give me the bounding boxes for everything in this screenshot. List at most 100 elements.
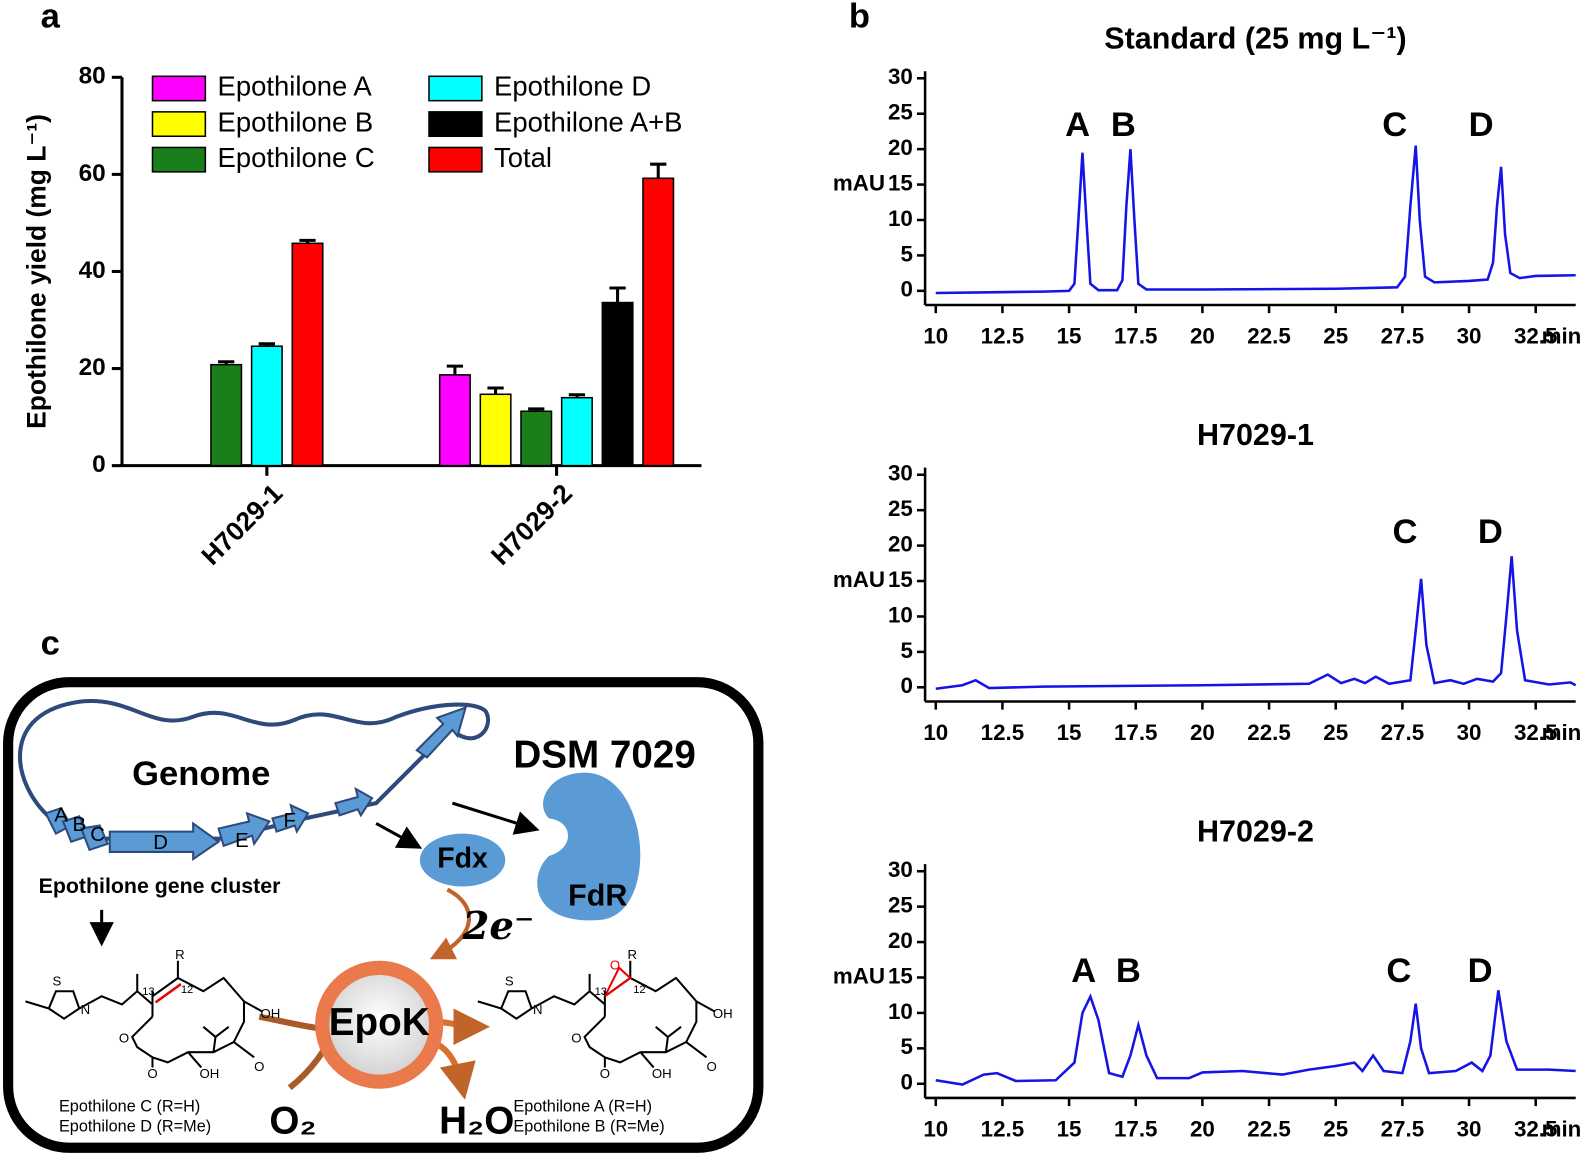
x-tick-label: 25 bbox=[1323, 720, 1348, 745]
y-tick-label: 15 bbox=[888, 963, 913, 988]
x-tick-label: 15 bbox=[1057, 323, 1082, 348]
electrons: 2e⁻ bbox=[462, 904, 535, 949]
arrow bbox=[451, 801, 540, 835]
gene-label: D bbox=[153, 832, 168, 854]
legend-label: Epothilone A bbox=[218, 71, 373, 102]
legend-swatch bbox=[151, 146, 207, 173]
o2-arrow bbox=[287, 1045, 329, 1091]
atom-label: 12 bbox=[633, 984, 645, 996]
x-tick-label: 12.5 bbox=[981, 1116, 1025, 1141]
compound-name: Epothilone B (R=Me) bbox=[513, 1118, 664, 1136]
genome-label: Genome bbox=[132, 755, 270, 793]
atom-label: N bbox=[533, 1002, 543, 1017]
genome-loop bbox=[17, 698, 490, 820]
atom-label: OH bbox=[261, 1006, 281, 1021]
atom-label: O bbox=[119, 1030, 129, 1045]
atom-label: S bbox=[505, 974, 514, 989]
molecule-skeleton bbox=[25, 960, 263, 1069]
x-tick-label: 32.5 bbox=[1514, 1116, 1558, 1141]
peak-label: C bbox=[1382, 106, 1407, 144]
atom-label: O bbox=[610, 957, 620, 972]
legend-swatch bbox=[151, 75, 207, 102]
atom-label: 12 bbox=[181, 984, 193, 996]
x-tick-label: 22.5 bbox=[1247, 323, 1291, 348]
gene-arrow bbox=[79, 824, 110, 852]
legend-swatch bbox=[428, 75, 483, 102]
y-axis-label: Epothilone yield (mg L⁻¹) bbox=[22, 114, 52, 429]
x-tick-label: 20 bbox=[1190, 720, 1215, 745]
x-tick-label: 30 bbox=[1457, 323, 1482, 348]
product-label: H₂O bbox=[439, 1100, 514, 1143]
legend-label: Total bbox=[494, 142, 552, 173]
epoxide bbox=[603, 966, 632, 998]
y-tick-label: 0 bbox=[900, 673, 912, 698]
y-tick-label: 30 bbox=[888, 64, 913, 89]
y-tick-label: 30 bbox=[888, 857, 913, 882]
peak-label: A bbox=[1065, 106, 1090, 144]
atom-label: O bbox=[571, 1030, 581, 1045]
gene-label: E bbox=[235, 830, 249, 852]
bar bbox=[479, 393, 512, 467]
atom-label: O bbox=[706, 1059, 716, 1074]
peak-label: C bbox=[1386, 952, 1411, 990]
molecule-skeleton bbox=[477, 960, 716, 1069]
y-tick-label: 5 bbox=[900, 241, 912, 266]
x-tick-label: H7029-1 bbox=[195, 478, 288, 571]
y-tick-label: 0 bbox=[900, 277, 912, 302]
x-tick-label: 30 bbox=[1457, 1116, 1482, 1141]
atom-label: S bbox=[53, 974, 62, 989]
atom-label: OH bbox=[652, 1066, 672, 1081]
x-tick-label: 17.5 bbox=[1114, 720, 1158, 745]
cluster-label: Epothilone gene cluster bbox=[39, 874, 281, 898]
diagram: DSM 7029 Genome Epothilone gene cluster … bbox=[3, 677, 764, 1153]
x-axis-label: min bbox=[1542, 720, 1582, 745]
x-tick-label: 17.5 bbox=[1114, 323, 1158, 348]
atom-label: R bbox=[175, 947, 185, 962]
peak-label: D bbox=[1478, 513, 1503, 551]
atom-label: R bbox=[628, 947, 638, 962]
double-bond bbox=[154, 983, 182, 1004]
y-axis-label: mAU bbox=[833, 963, 885, 988]
error-bar bbox=[487, 386, 504, 395]
error-bar bbox=[446, 364, 464, 375]
bar bbox=[601, 301, 634, 467]
bar bbox=[438, 374, 471, 467]
y-tick-label: 5 bbox=[900, 638, 912, 663]
gene-arrow bbox=[217, 811, 271, 848]
y-tick-label: 0 bbox=[900, 1070, 912, 1095]
x-tick-label: 22.5 bbox=[1247, 720, 1291, 745]
x-tick-label: 25 bbox=[1323, 323, 1348, 348]
gene-label: F bbox=[284, 810, 296, 832]
panel-label: c bbox=[41, 625, 60, 663]
gene-arrow bbox=[108, 821, 221, 861]
arrow bbox=[375, 822, 423, 849]
x-tick-label: 25 bbox=[1323, 1116, 1348, 1141]
y-tick-label: 25 bbox=[888, 893, 913, 918]
bar bbox=[520, 410, 553, 467]
x-tick-label: 27.5 bbox=[1381, 1116, 1425, 1141]
legend-swatch bbox=[428, 146, 483, 173]
x-tick-label: H7029-2 bbox=[485, 478, 578, 571]
gene-label: B bbox=[73, 814, 87, 836]
bar bbox=[291, 242, 324, 467]
gene-arrow bbox=[415, 705, 468, 759]
x-tick-label: 32.5 bbox=[1514, 323, 1558, 348]
atom-label: 13 bbox=[595, 986, 607, 998]
chromatogram bbox=[935, 145, 1576, 295]
chart-title: Standard (25 mg L⁻¹) bbox=[1104, 22, 1406, 56]
gene-arrow bbox=[271, 803, 310, 835]
legend-label: Epothilone D bbox=[494, 71, 651, 102]
y-tick-label: 60 bbox=[79, 160, 106, 187]
y-tick-label: 10 bbox=[888, 602, 913, 627]
fdr-shape bbox=[537, 772, 641, 921]
legend-label: Epothilone B bbox=[218, 106, 374, 137]
x-tick-label: 32.5 bbox=[1514, 720, 1558, 745]
y-tick-label: 20 bbox=[79, 354, 106, 381]
gene-arrow bbox=[334, 786, 374, 818]
genes bbox=[44, 705, 468, 861]
cell-outline bbox=[3, 677, 764, 1153]
atom-label: N bbox=[81, 1002, 91, 1017]
y-tick-label: 40 bbox=[79, 257, 106, 284]
legend-label: Epothilone A+B bbox=[494, 106, 682, 137]
